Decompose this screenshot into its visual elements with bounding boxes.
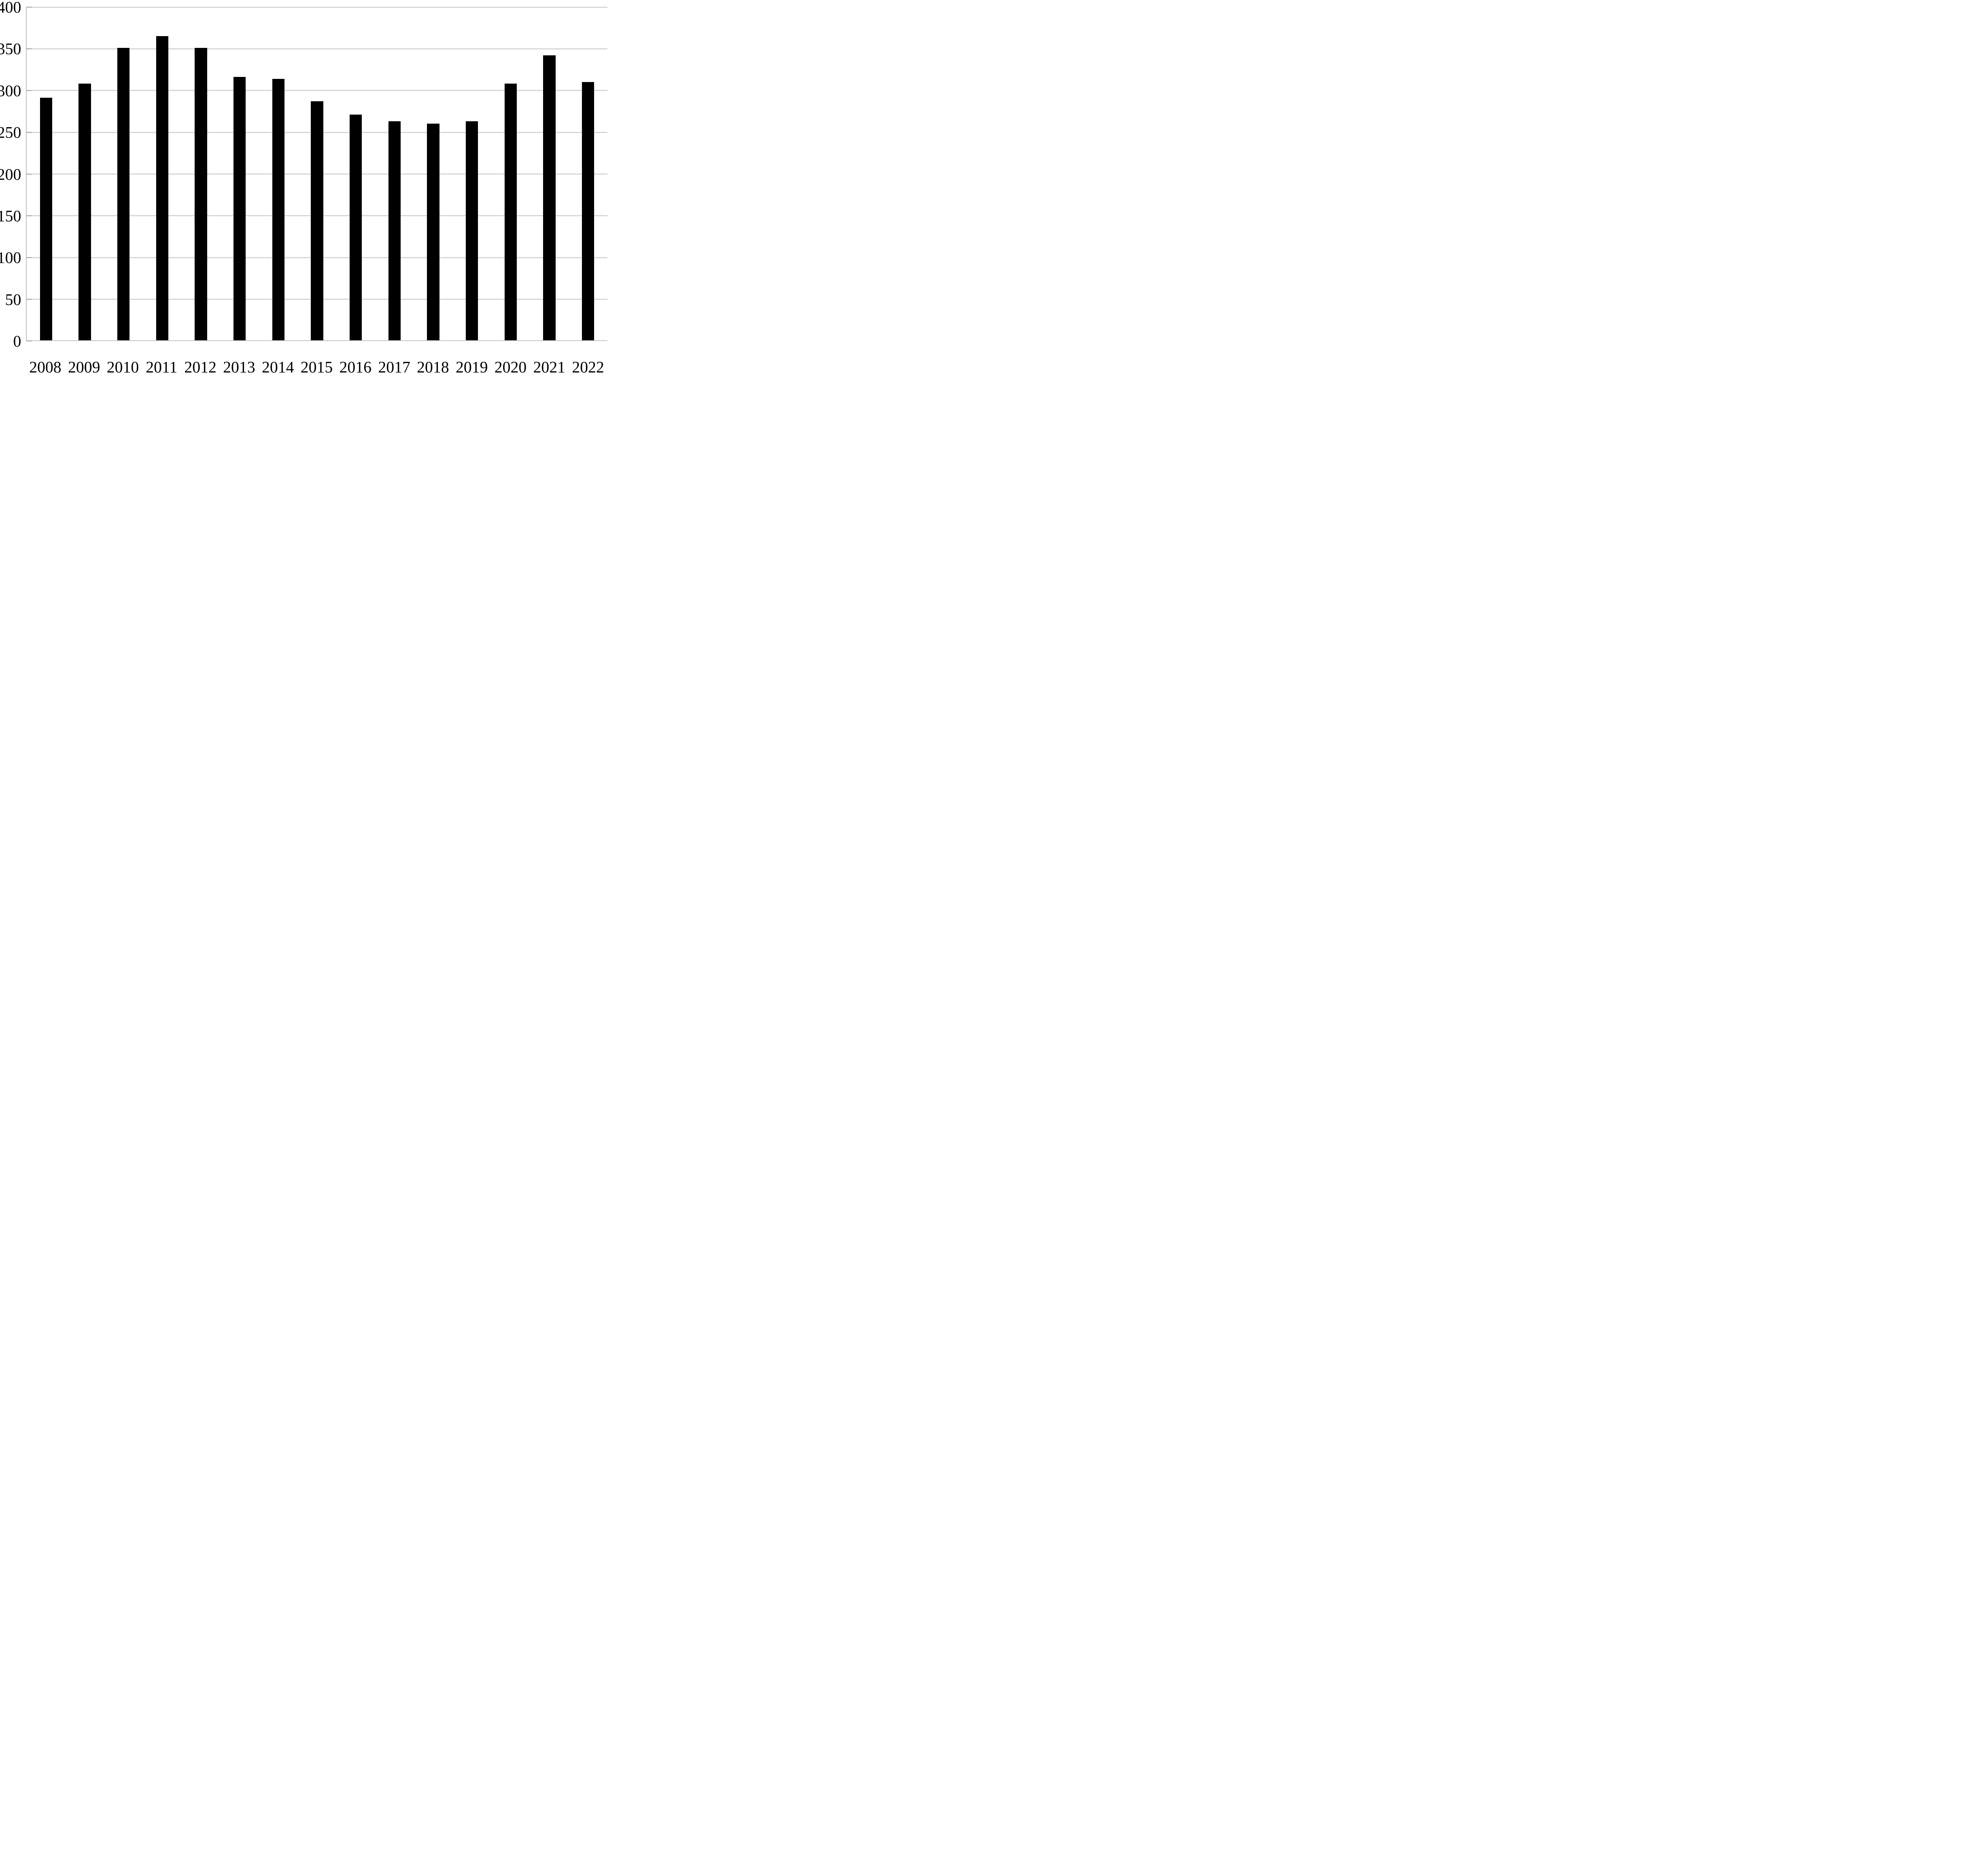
y-axis-label: 300: [0, 81, 21, 100]
bar-2015: [311, 101, 323, 340]
y-axis-label: 200: [0, 165, 21, 183]
y-tick-mark-250: [27, 132, 32, 133]
y-tick-mark-150: [27, 215, 32, 216]
x-axis-label: 2009: [68, 358, 100, 375]
x-axis-label: 2014: [262, 358, 294, 375]
x-axis-label: 2013: [223, 358, 255, 375]
x-axis-label: 2017: [378, 358, 410, 375]
y-axis-label: 100: [0, 248, 21, 267]
bar-2010: [117, 48, 130, 340]
x-axis-label: 2022: [572, 358, 604, 375]
bar-2009: [78, 84, 91, 340]
y-tick-mark-200: [27, 173, 32, 175]
bar-2021: [543, 55, 556, 340]
bar-2017: [388, 121, 401, 340]
gridline-400: [27, 6, 607, 8]
bar-2018: [427, 124, 439, 340]
x-axis-labels: 2008 2009 2010 2011 2012 2013 2014 2015 2016 2017…: [26, 341, 607, 375]
x-axis-label: 2008: [29, 358, 62, 375]
x-axis-label: 2012: [184, 358, 217, 375]
bar-2014: [272, 78, 285, 340]
x-axis-label: 2015: [301, 358, 333, 375]
y-tick-mark-300: [27, 90, 32, 91]
y-axis-label: 150: [0, 206, 21, 225]
x-axis-label: 2016: [339, 358, 372, 375]
bar-2019: [465, 121, 478, 340]
x-axis-label: 2011: [146, 358, 178, 375]
gridline-300: [27, 90, 607, 91]
gridline-350: [27, 48, 607, 49]
y-axis-label: 50: [5, 290, 21, 308]
x-axis-label: 2021: [533, 358, 565, 375]
x-axis-label: 2018: [417, 358, 449, 375]
bar-2016: [349, 114, 362, 340]
y-axis-label: 400: [0, 0, 21, 16]
y-axis-label: 0: [13, 332, 22, 350]
y-tick-mark-100: [27, 257, 32, 258]
y-axis-labels: 0 50 100 150 200 250 300 350 400: [0, 0, 21, 350]
x-axis-label: 2019: [456, 358, 488, 375]
x-axis-label: 2020: [494, 358, 527, 375]
bar-2020: [504, 84, 517, 340]
bar-2008: [40, 98, 53, 340]
bar-2011: [156, 36, 169, 340]
plot-area: [26, 6, 607, 341]
bar-2013: [233, 77, 246, 340]
y-tick-mark-350: [27, 48, 32, 49]
x-axis-label: 2010: [107, 358, 139, 375]
bar-2012: [195, 48, 207, 340]
bar-chart: 0 50 100 150 200 250 300 350 400 2008 2009 2010 201…: [0, 0, 608, 375]
y-axis-label: 250: [0, 123, 21, 142]
bar-2022: [582, 82, 594, 340]
y-tick-mark-50: [27, 299, 32, 300]
y-axis-label: 350: [0, 40, 21, 58]
